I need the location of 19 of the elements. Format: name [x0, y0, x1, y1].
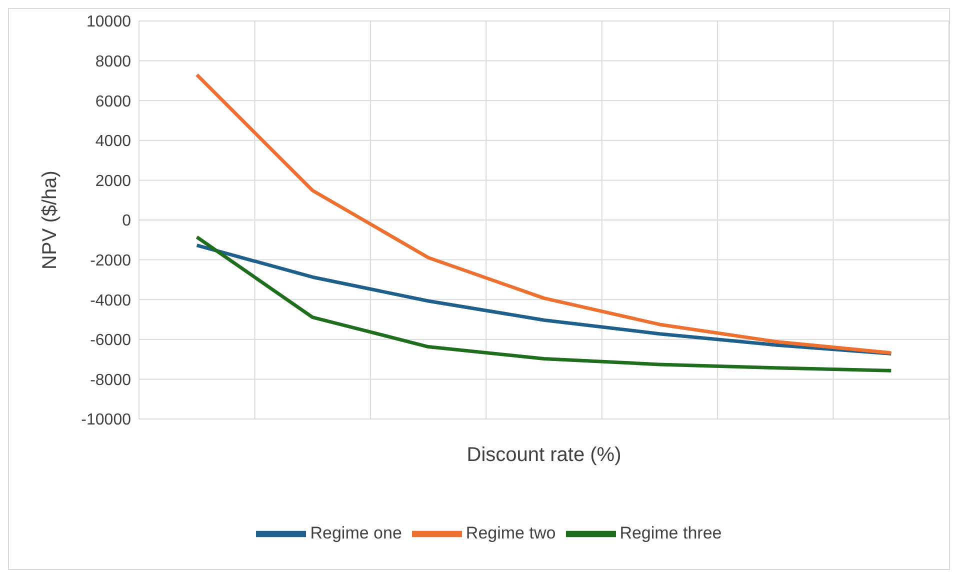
legend-label: Regime two	[466, 523, 556, 542]
line-series	[195, 72, 893, 355]
legend-label: Regime one	[310, 523, 402, 542]
y-tick-label: -10000	[81, 412, 132, 429]
y-tick-label: 6000	[95, 93, 132, 110]
y-tick-label: 4000	[95, 133, 132, 150]
line-series	[195, 244, 893, 356]
y-tick-label: 0	[122, 212, 132, 230]
y-axis-title: NPV ($/ha)	[39, 170, 62, 270]
line-series	[195, 235, 893, 372]
y-tick-label: 2000	[95, 172, 132, 190]
y-tick-label: 8000	[95, 53, 132, 70]
y-tick-label: -4000	[90, 292, 132, 310]
y-tick-label: -8000	[90, 372, 132, 389]
y-tick-label: -6000	[90, 332, 132, 350]
x-axis-title: Discount rate (%)	[466, 444, 622, 466]
y-tick-label: 10000	[86, 14, 132, 31]
y-tick-label: -2000	[90, 252, 132, 270]
legend-label: Regime three	[620, 523, 722, 542]
